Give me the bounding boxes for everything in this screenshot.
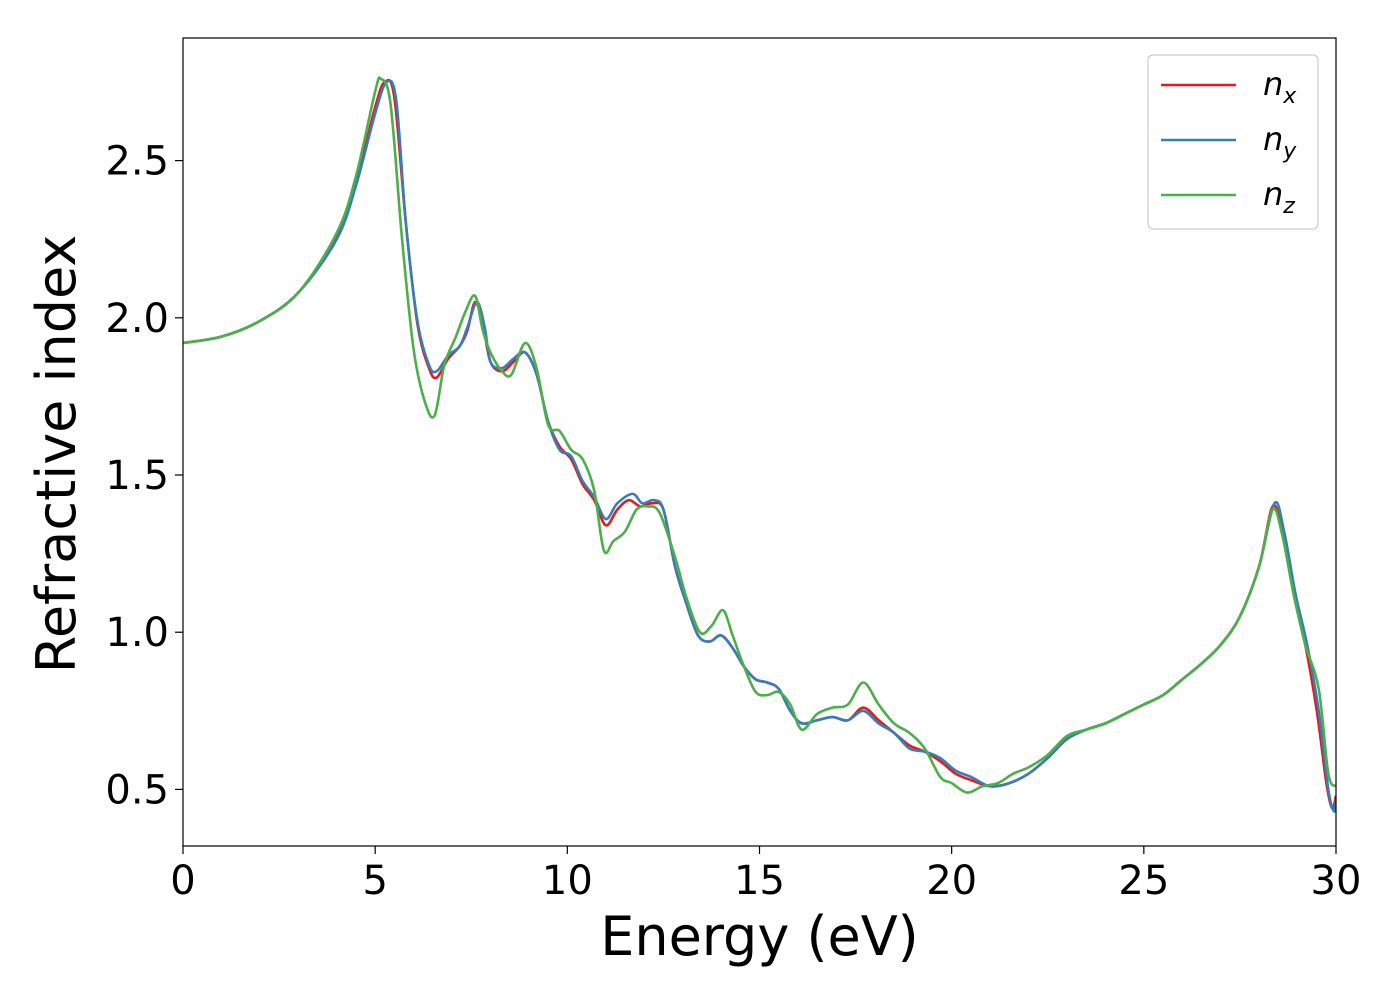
x-tick-label: 5 xyxy=(362,858,387,904)
y-axis-label: Refractive index xyxy=(25,235,88,674)
legend-label-y: ny xyxy=(1263,120,1297,164)
legend-box xyxy=(1147,54,1319,230)
legend: nx ny nz xyxy=(1147,54,1319,230)
x-tick-label: 10 xyxy=(542,858,593,904)
x-axis: 0 5 10 15 20 25 30 xyxy=(170,846,1361,904)
x-tick-label: 30 xyxy=(1311,858,1362,904)
y-tick-label: 1.0 xyxy=(105,610,169,656)
series-layer xyxy=(183,76,1336,813)
x-tick-label: 25 xyxy=(1118,858,1169,904)
y-axis: 0.5 1.0 1.5 2.0 2.5 xyxy=(105,139,183,813)
y-tick-label: 2.5 xyxy=(105,139,169,185)
x-axis-label: Energy (eV) xyxy=(600,905,919,968)
legend-label-x: nx xyxy=(1263,65,1297,109)
x-tick-label: 20 xyxy=(926,858,977,904)
y-tick-label: 2.0 xyxy=(105,296,169,342)
legend-label-z: nz xyxy=(1263,175,1295,219)
x-tick-label: 0 xyxy=(170,858,195,904)
x-tick-label: 15 xyxy=(734,858,785,904)
y-tick-label: 1.5 xyxy=(105,453,169,499)
y-tick-label: 0.5 xyxy=(105,767,169,813)
series-line-z xyxy=(183,76,1336,794)
